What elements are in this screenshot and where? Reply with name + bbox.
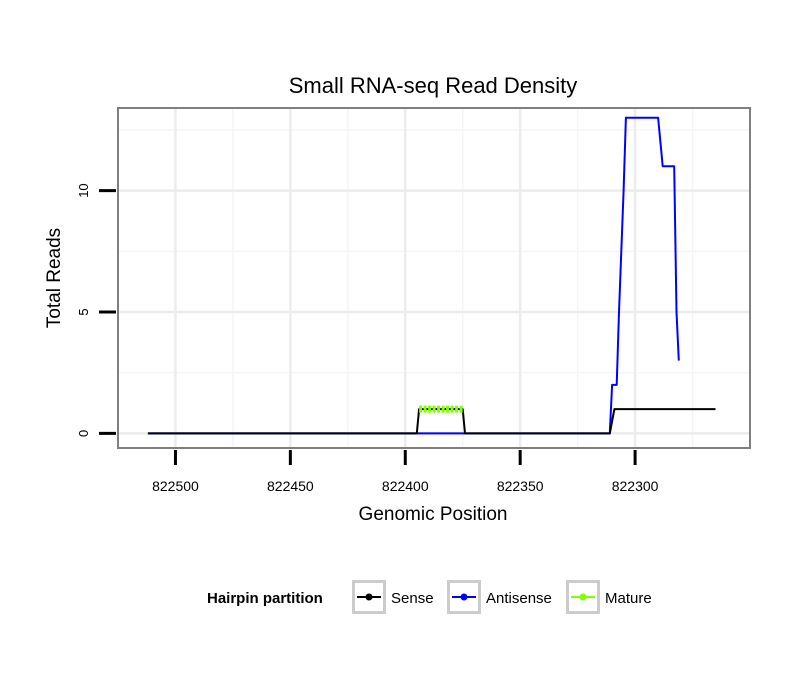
legend-label: Sense — [391, 590, 434, 607]
legend-title: Hairpin partition — [207, 590, 323, 607]
x-axis-label: Genomic Position — [359, 504, 508, 525]
y-tick-label: 10 — [76, 183, 91, 197]
legend: Hairpin partition Sense Antisense Mature — [207, 580, 652, 614]
x-tick-label: 822300 — [612, 478, 659, 494]
legend-item-antisense: Antisense — [447, 580, 552, 614]
legend-item-mature: Mature — [566, 580, 652, 614]
x-tick-label: 822400 — [382, 478, 429, 494]
legend-key-point — [579, 593, 587, 601]
series-line-antisense — [147, 116, 680, 435]
legend-item-sense: Sense — [352, 580, 434, 614]
series-layer — [147, 116, 716, 435]
chart-title: Small RNA-seq Read Density — [289, 73, 578, 98]
x-tick-label: 822350 — [497, 478, 544, 494]
legend-label: Antisense — [486, 590, 552, 607]
y-axis-label: Total Reads — [44, 228, 65, 328]
x-tick-label: 822500 — [152, 478, 199, 494]
legend-items: Sense Antisense Mature — [352, 580, 652, 614]
legend-key-point — [365, 593, 373, 601]
y-tick-label: 0 — [76, 430, 91, 437]
x-axis: 822500 822450 822400 822350 822300 — [152, 450, 659, 494]
legend-key-point — [460, 593, 468, 601]
plot-panel — [118, 108, 750, 448]
y-axis: 0 5 10 — [76, 183, 116, 437]
y-tick-label: 5 — [76, 308, 91, 315]
series-line-sense — [147, 408, 716, 435]
legend-label: Mature — [605, 590, 652, 607]
plot-border — [117, 107, 751, 449]
x-tick-label: 822450 — [267, 478, 314, 494]
